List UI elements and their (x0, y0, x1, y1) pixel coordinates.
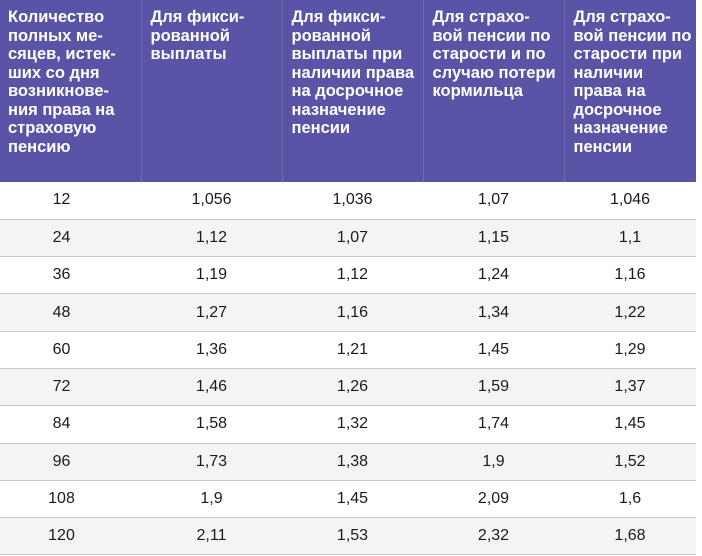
table-cell: 96 (0, 443, 141, 481)
table-cell: 1,68 (564, 517, 696, 556)
table-cell: 1,056 (141, 182, 282, 220)
header-fixed-payment: Для фикси-рованной выплаты (140, 0, 282, 182)
table-row: 48 1,27 1,16 1,34 1,22 (0, 293, 696, 332)
table-cell: 2,11 (141, 517, 282, 556)
table-cell: 1,12 (141, 219, 282, 258)
table-cell: 60 (0, 331, 141, 369)
table-body: 12 1,056 1,036 1,07 1,046 24 1,12 1,07 1… (0, 182, 696, 556)
table-cell: 1,37 (564, 368, 696, 407)
table-cell: 1,58 (141, 405, 282, 444)
table-cell: 24 (0, 219, 141, 258)
header-fixed-payment-early: Для фикси-рованной выплаты при наличии п… (281, 0, 423, 182)
table-cell: 1,15 (423, 219, 564, 258)
table-header: Количество полных ме-сяцев, истек-ших со… (0, 0, 696, 182)
header-row: Количество полных ме-сяцев, истек-ших со… (0, 0, 696, 182)
table-cell: 2,32 (423, 517, 564, 556)
table-row: 108 1,9 1,45 2,09 1,6 (0, 480, 696, 519)
table-cell: 84 (0, 405, 141, 444)
table-row: 24 1,12 1,07 1,15 1,1 (0, 219, 696, 258)
table-cell: 1,9 (141, 480, 282, 519)
table-cell: 1,07 (282, 219, 423, 258)
table-cell: 12 (0, 182, 141, 220)
table-cell: 1,29 (564, 331, 696, 369)
table-cell: 120 (0, 517, 141, 556)
table-cell: 1,73 (141, 443, 282, 481)
table-cell: 1,45 (282, 480, 423, 519)
table-cell: 1,36 (141, 331, 282, 369)
table-cell: 1,34 (423, 293, 564, 332)
table-row: 12 1,056 1,036 1,07 1,046 (0, 182, 696, 220)
table-cell: 1,74 (423, 405, 564, 444)
table-cell: 1,52 (564, 443, 696, 481)
table-cell: 108 (0, 480, 141, 519)
table-row: 120 2,11 1,53 2,32 1,68 (0, 517, 696, 556)
table-cell: 1,046 (564, 182, 696, 220)
table-cell: 1,24 (423, 256, 564, 295)
table-cell: 48 (0, 293, 141, 332)
table-cell: 1,26 (282, 368, 423, 407)
table-cell: 1,27 (141, 293, 282, 332)
table-cell: 1,46 (141, 368, 282, 407)
table-cell: 1,19 (141, 256, 282, 295)
header-insurance-pension-early: Для страхо-вой пенсии по старости при на… (563, 0, 696, 182)
table-cell: 72 (0, 368, 141, 407)
header-insurance-pension: Для страхо-вой пенсии по старости и по с… (422, 0, 564, 182)
table-cell: 1,45 (564, 405, 696, 444)
table-cell: 1,21 (282, 331, 423, 369)
table-cell: 1,9 (423, 443, 564, 481)
table-cell: 1,45 (423, 331, 564, 369)
table-cell: 1,07 (423, 182, 564, 220)
table-cell: 1,38 (282, 443, 423, 481)
table-cell: 1,16 (564, 256, 696, 295)
table-cell: 1,1 (564, 219, 696, 258)
table-row: 84 1,58 1,32 1,74 1,45 (0, 405, 696, 444)
table-cell: 1,32 (282, 405, 423, 444)
table-cell: 1,53 (282, 517, 423, 556)
table-cell: 36 (0, 256, 141, 295)
table-cell: 2,09 (423, 480, 564, 519)
table-cell: 1,12 (282, 256, 423, 295)
table-cell: 1,59 (423, 368, 564, 407)
table-cell: 1,6 (564, 480, 696, 519)
table-row: 72 1,46 1,26 1,59 1,37 (0, 368, 696, 407)
table-row: 36 1,19 1,12 1,24 1,16 (0, 256, 696, 295)
table-row: 60 1,36 1,21 1,45 1,29 (0, 331, 696, 369)
table-cell: 1,16 (282, 293, 423, 332)
header-months: Количество полных ме-сяцев, истек-ших со… (0, 0, 141, 182)
table-cell: 1,036 (282, 182, 423, 220)
table-row: 96 1,73 1,38 1,9 1,52 (0, 443, 696, 481)
table-cell: 1,22 (564, 293, 696, 332)
